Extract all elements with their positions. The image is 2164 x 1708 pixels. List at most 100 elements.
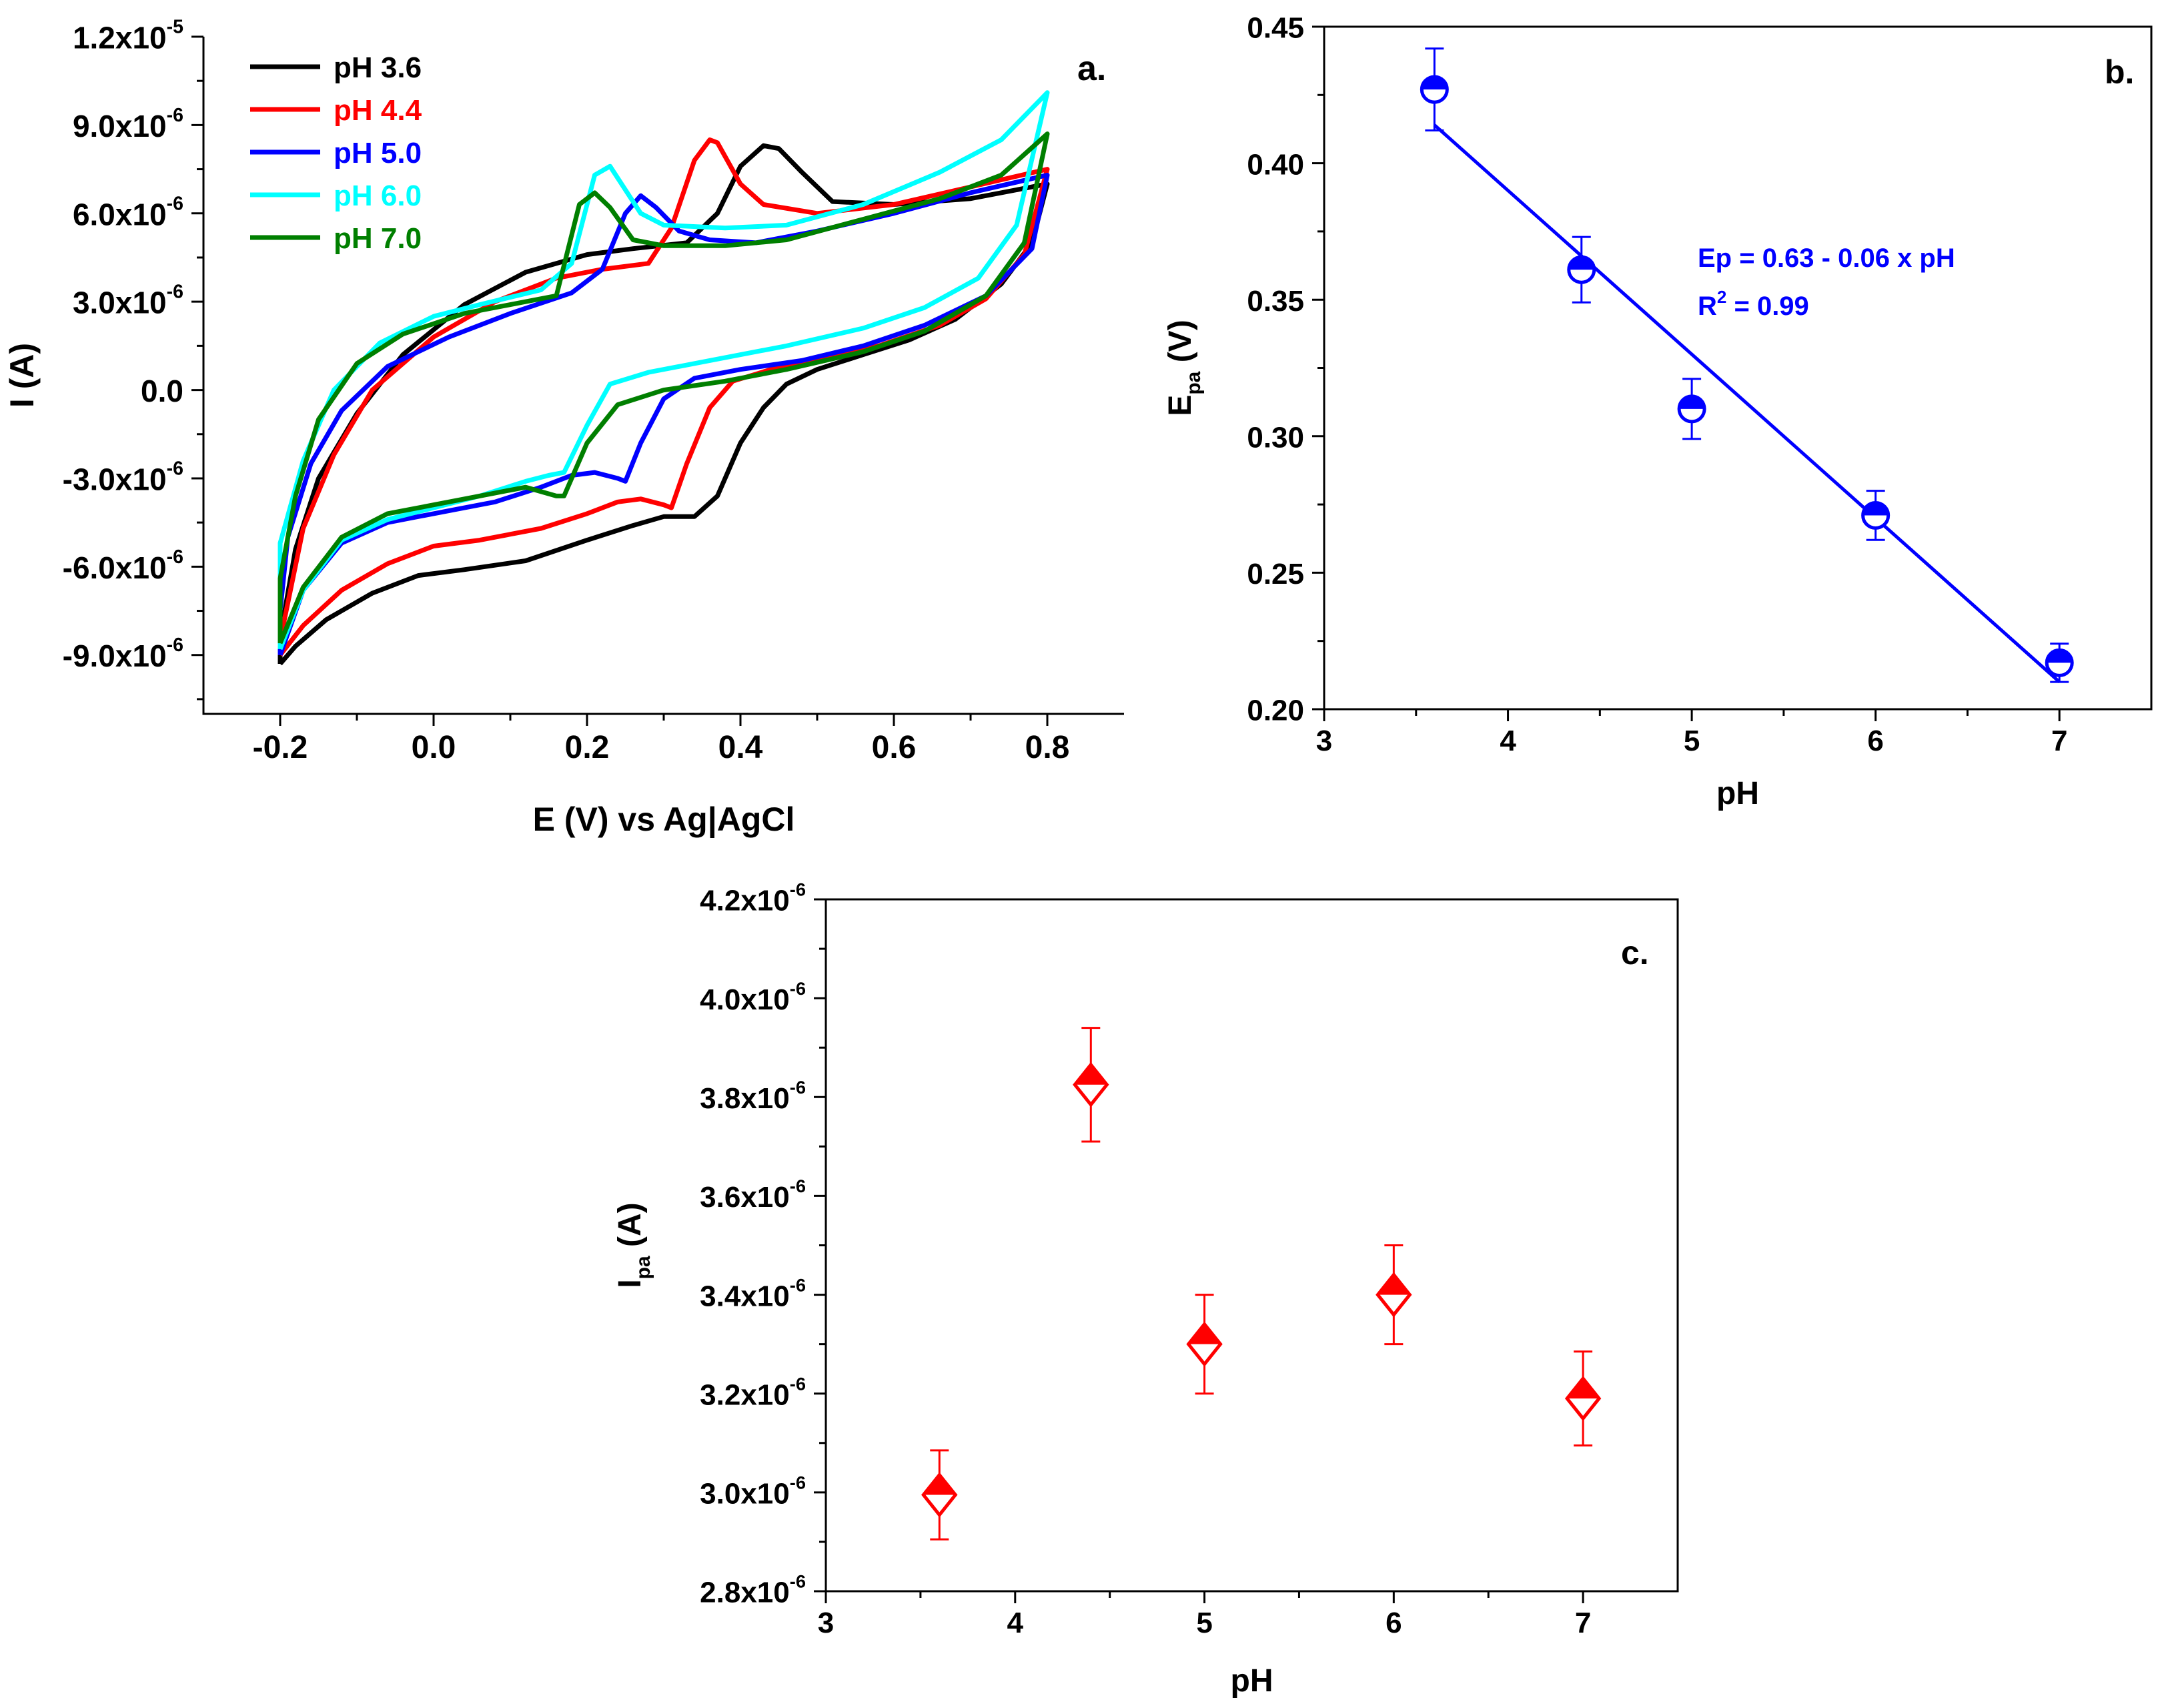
x-tick-label: 0.0 (412, 730, 456, 765)
x-tick-label: 3 (1316, 725, 1332, 757)
panel-c-ipa-vs-ph: 3 4 5 6 74.2x10-64.0x10-63.8x10-63.6x10-63.4… (612, 879, 1679, 1699)
legend-label: pH 6.0 (334, 179, 422, 212)
panel-label: b. (2105, 53, 2134, 91)
y-axis-title: Epa (V) (1163, 320, 1205, 416)
y-tick-label: 4.2x10-6 (700, 879, 806, 917)
y-tick-label: -3.0x10-6 (63, 458, 183, 496)
plot-frame (825, 898, 1679, 1593)
y-tick-exponent: -6 (167, 546, 183, 568)
y-tick-exponent: -6 (167, 105, 183, 126)
x-tick-label: 3 (818, 1607, 834, 1639)
legend-label: pH 5.0 (334, 137, 422, 169)
y-tick-label: 0.40 (1247, 148, 1304, 181)
y-tick-mantissa: 6.0x10 (73, 197, 167, 232)
legend-label: pH 3.6 (334, 51, 422, 84)
x-axis-title: pH (1231, 1663, 1273, 1699)
y-tick-mantissa: -6.0x10 (63, 550, 167, 585)
legend-label: pH 4.4 (334, 94, 422, 127)
y-tick-label: 9.0x10-6 (73, 105, 183, 143)
y-tick-mantissa: 3.4x10 (700, 1280, 790, 1312)
y-axis-title-main: E (1163, 395, 1198, 416)
y-tick-label: 1.2x10-5 (73, 16, 183, 55)
x-axis-title: E (V) vs Ag|AgCl (533, 801, 795, 839)
x-tick-label: 0.6 (872, 730, 917, 765)
y-tick-mantissa: -3.0x10 (63, 462, 167, 496)
data-point-half-fill (1862, 502, 1888, 516)
y-axis-title-unit: (A) (612, 1202, 648, 1256)
y-tick-label: 0.45 (1247, 12, 1304, 45)
y-tick-exponent: -6 (790, 1571, 806, 1592)
y-tick-mantissa: 2.8x10 (700, 1577, 790, 1609)
panel-a-cyclic-voltammogram: -0.2 0.0 0.2 0.4 0.6 0.81.2x10-59.0x10-66.0x1… (3, 16, 1124, 839)
y-tick-mantissa: 3.0x10 (700, 1478, 790, 1511)
x-tick-label: 5 (1196, 1607, 1212, 1639)
y-tick-label: 0.0 (141, 374, 183, 408)
y-tick-mantissa: 3.0x10 (73, 286, 167, 320)
y-tick-label: 0.25 (1247, 558, 1304, 590)
y-tick-exponent: -6 (790, 1274, 806, 1295)
y-tick-exponent: -6 (790, 1373, 806, 1394)
y-tick-exponent: -6 (167, 458, 183, 479)
x-tick-label: 0.4 (718, 730, 763, 765)
x-tick-label: 0.2 (565, 730, 610, 765)
data-point-half-fill (1422, 77, 1448, 90)
y-tick-label: 0.20 (1247, 695, 1304, 727)
data-point-half-fill (1568, 257, 1594, 270)
y-tick-label: 3.2x10-6 (700, 1373, 806, 1411)
y-tick-label: 3.4x10-6 (700, 1274, 806, 1312)
data-point-half-fill (1075, 1064, 1107, 1085)
x-tick-label: 0.8 (1025, 730, 1070, 765)
y-tick-exponent: -5 (167, 16, 183, 37)
y-tick-label: -9.0x10-6 (63, 634, 183, 673)
y-tick-label: 3.8x10-6 (700, 1077, 806, 1115)
x-tick-label: 6 (1867, 725, 1883, 757)
y-axis-title: Ipa (A) (612, 1202, 654, 1288)
y-tick-exponent: -6 (790, 978, 806, 999)
plot-frame (1323, 25, 2153, 711)
y-axis-title-main: I (612, 1279, 648, 1288)
y-tick-mantissa: 4.0x10 (700, 983, 790, 1016)
y-tick-exponent: -6 (790, 879, 806, 900)
panel-label: c. (1621, 934, 1649, 971)
cv-curve (278, 90, 1050, 651)
r-squared-symbol: R (1698, 292, 1717, 321)
y-tick-label: 3.0x10-6 (73, 282, 183, 320)
y-tick-mantissa: 4.2x10 (700, 885, 790, 917)
data-point-half-fill (1567, 1378, 1600, 1399)
y-tick-exponent: -6 (167, 634, 183, 656)
y-tick-mantissa: 9.0x10 (73, 109, 167, 143)
y-tick-mantissa: 1.2x10 (73, 20, 167, 55)
data-point-half-fill (923, 1474, 956, 1495)
data-point-half-fill (1378, 1274, 1410, 1295)
data-point-half-fill (2047, 650, 2073, 663)
r-squared-exponent: 2 (1717, 287, 1726, 307)
legend-label: pH 7.0 (334, 222, 422, 255)
y-tick-label: 0.30 (1247, 422, 1304, 454)
y-tick-exponent: -6 (790, 1077, 806, 1098)
y-tick-mantissa: 0.0 (141, 374, 183, 408)
data-point-half-fill (1188, 1324, 1221, 1344)
x-tick-label: 5 (1684, 725, 1700, 757)
x-tick-label: 4 (1500, 725, 1516, 757)
y-axis-title-subscript: pa (632, 1256, 654, 1279)
y-tick-exponent: -6 (790, 1176, 806, 1196)
data-point-half-fill (1679, 396, 1705, 409)
panel-b-epa-vs-ph: 3 4 5 6 7 0.20 0.25 0.30 0.35 0.40 0.45 Ep = 0.63 -… (1163, 12, 2153, 811)
y-tick-label: 3.6x10-6 (700, 1176, 806, 1214)
fit-line (1433, 123, 2061, 683)
x-tick-label: -0.2 (253, 730, 308, 765)
y-tick-mantissa: -9.0x10 (63, 638, 167, 673)
r-squared-value: = 0.99 (1726, 292, 1808, 321)
x-tick-label: 6 (1386, 1607, 1402, 1639)
y-tick-mantissa: 3.8x10 (700, 1082, 790, 1115)
y-tick-label: -6.0x10-6 (63, 546, 183, 585)
cv-curve (278, 172, 1050, 656)
y-axis-title-unit: (V) (1163, 320, 1198, 371)
fit-equation: Ep = 0.63 - 0.06 x pH (1698, 244, 1955, 273)
panel-label: a. (1077, 49, 1106, 88)
y-tick-mantissa: 3.2x10 (700, 1378, 790, 1411)
y-tick-label: 0.35 (1247, 285, 1304, 318)
y-axis-title-subscript: pa (1183, 371, 1205, 394)
x-tick-label: 7 (2051, 725, 2067, 757)
